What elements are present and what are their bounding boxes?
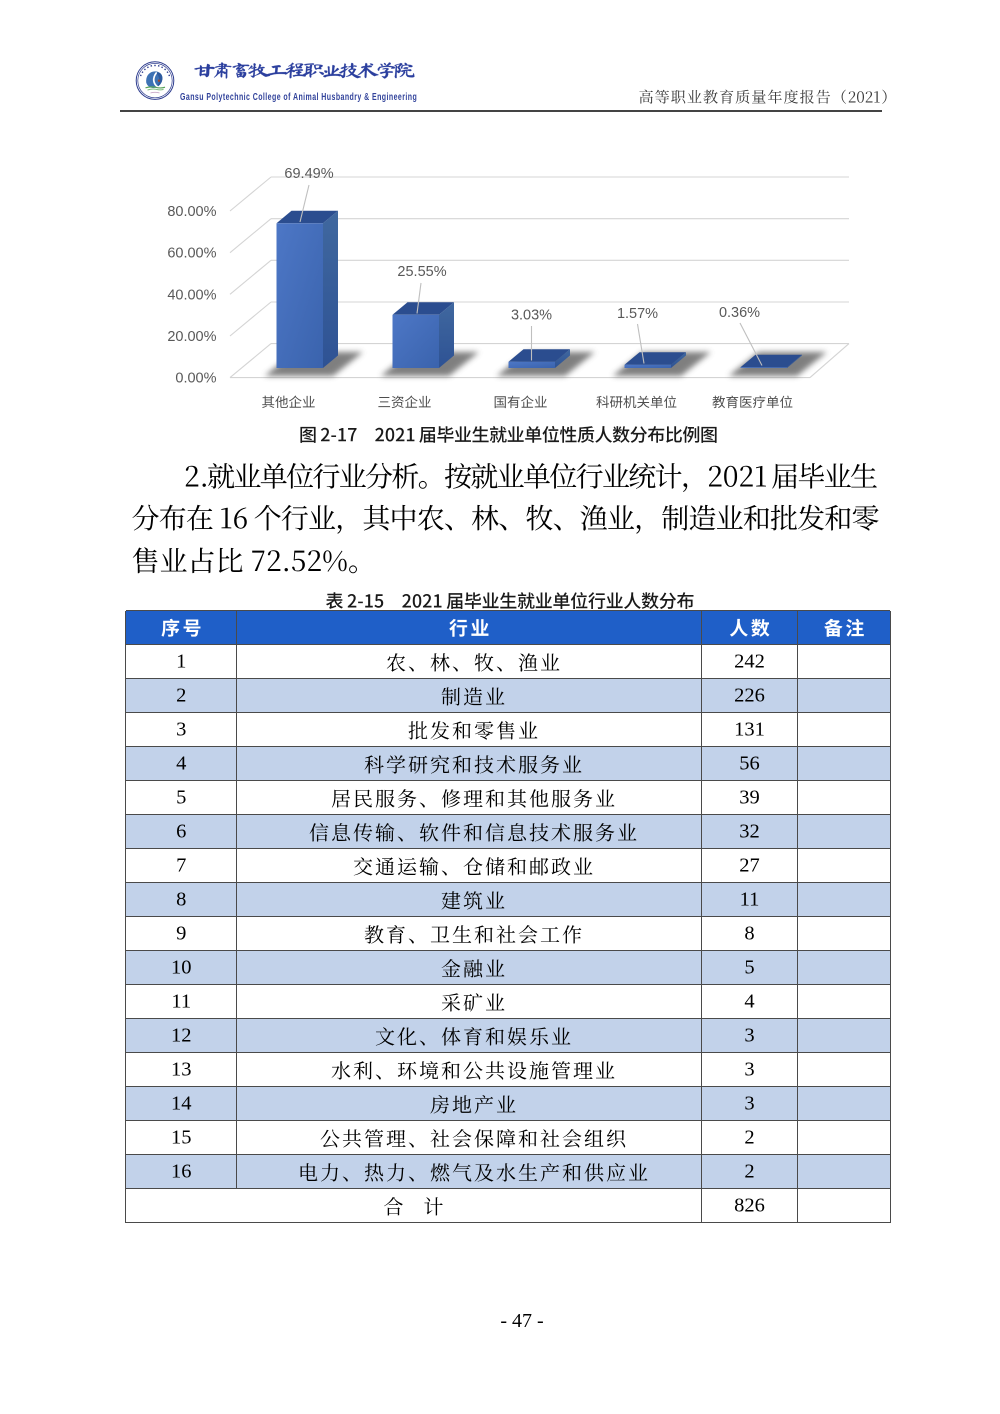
- svg-text:826: 826: [734, 1195, 765, 1217]
- svg-text:5: 5: [744, 957, 754, 979]
- svg-text:- 47 -: - 47 -: [500, 1310, 543, 1332]
- svg-text:12: 12: [171, 1025, 192, 1047]
- svg-text:5: 5: [176, 787, 186, 809]
- svg-text:27: 27: [739, 855, 760, 877]
- svg-text:16: 16: [171, 1161, 192, 1183]
- svg-text:15: 15: [171, 1127, 192, 1149]
- svg-text:56: 56: [739, 753, 760, 775]
- svg-text:6: 6: [176, 821, 186, 843]
- svg-text:2: 2: [176, 685, 186, 707]
- svg-text:60.00%: 60.00%: [167, 246, 216, 262]
- svg-text:2: 2: [744, 1127, 754, 1149]
- svg-text:242: 242: [734, 651, 765, 673]
- svg-text:2: 2: [744, 1161, 754, 1183]
- svg-text:3: 3: [176, 719, 186, 741]
- svg-text:40.00%: 40.00%: [167, 287, 216, 303]
- svg-text:131: 131: [734, 719, 765, 741]
- svg-text:8: 8: [744, 923, 754, 945]
- svg-text:3.03%: 3.03%: [511, 308, 552, 324]
- svg-text:4: 4: [744, 991, 754, 1013]
- svg-text:1.57%: 1.57%: [617, 306, 658, 322]
- svg-text:7: 7: [176, 855, 186, 877]
- svg-text:20.00%: 20.00%: [167, 329, 216, 345]
- svg-text:14: 14: [171, 1093, 192, 1115]
- svg-text:80.00%: 80.00%: [167, 204, 216, 220]
- svg-text:226: 226: [734, 685, 765, 707]
- svg-text:25.55%: 25.55%: [397, 264, 446, 280]
- svg-text:0.00%: 0.00%: [175, 371, 216, 387]
- svg-text:3: 3: [744, 1025, 754, 1047]
- svg-text:13: 13: [171, 1059, 192, 1081]
- svg-text:8: 8: [176, 889, 186, 911]
- svg-text:69.49%: 69.49%: [284, 166, 333, 182]
- svg-text:3: 3: [744, 1093, 754, 1115]
- svg-text:3: 3: [744, 1059, 754, 1081]
- svg-text:32: 32: [739, 821, 760, 843]
- svg-text:9: 9: [176, 923, 186, 945]
- svg-text:1: 1: [176, 651, 186, 673]
- svg-text:0.36%: 0.36%: [719, 305, 760, 321]
- svg-text:39: 39: [739, 787, 760, 809]
- svg-text:4: 4: [176, 753, 186, 775]
- svg-text:11: 11: [740, 889, 760, 911]
- svg-text:11: 11: [171, 991, 191, 1013]
- svg-text:10: 10: [171, 957, 192, 979]
